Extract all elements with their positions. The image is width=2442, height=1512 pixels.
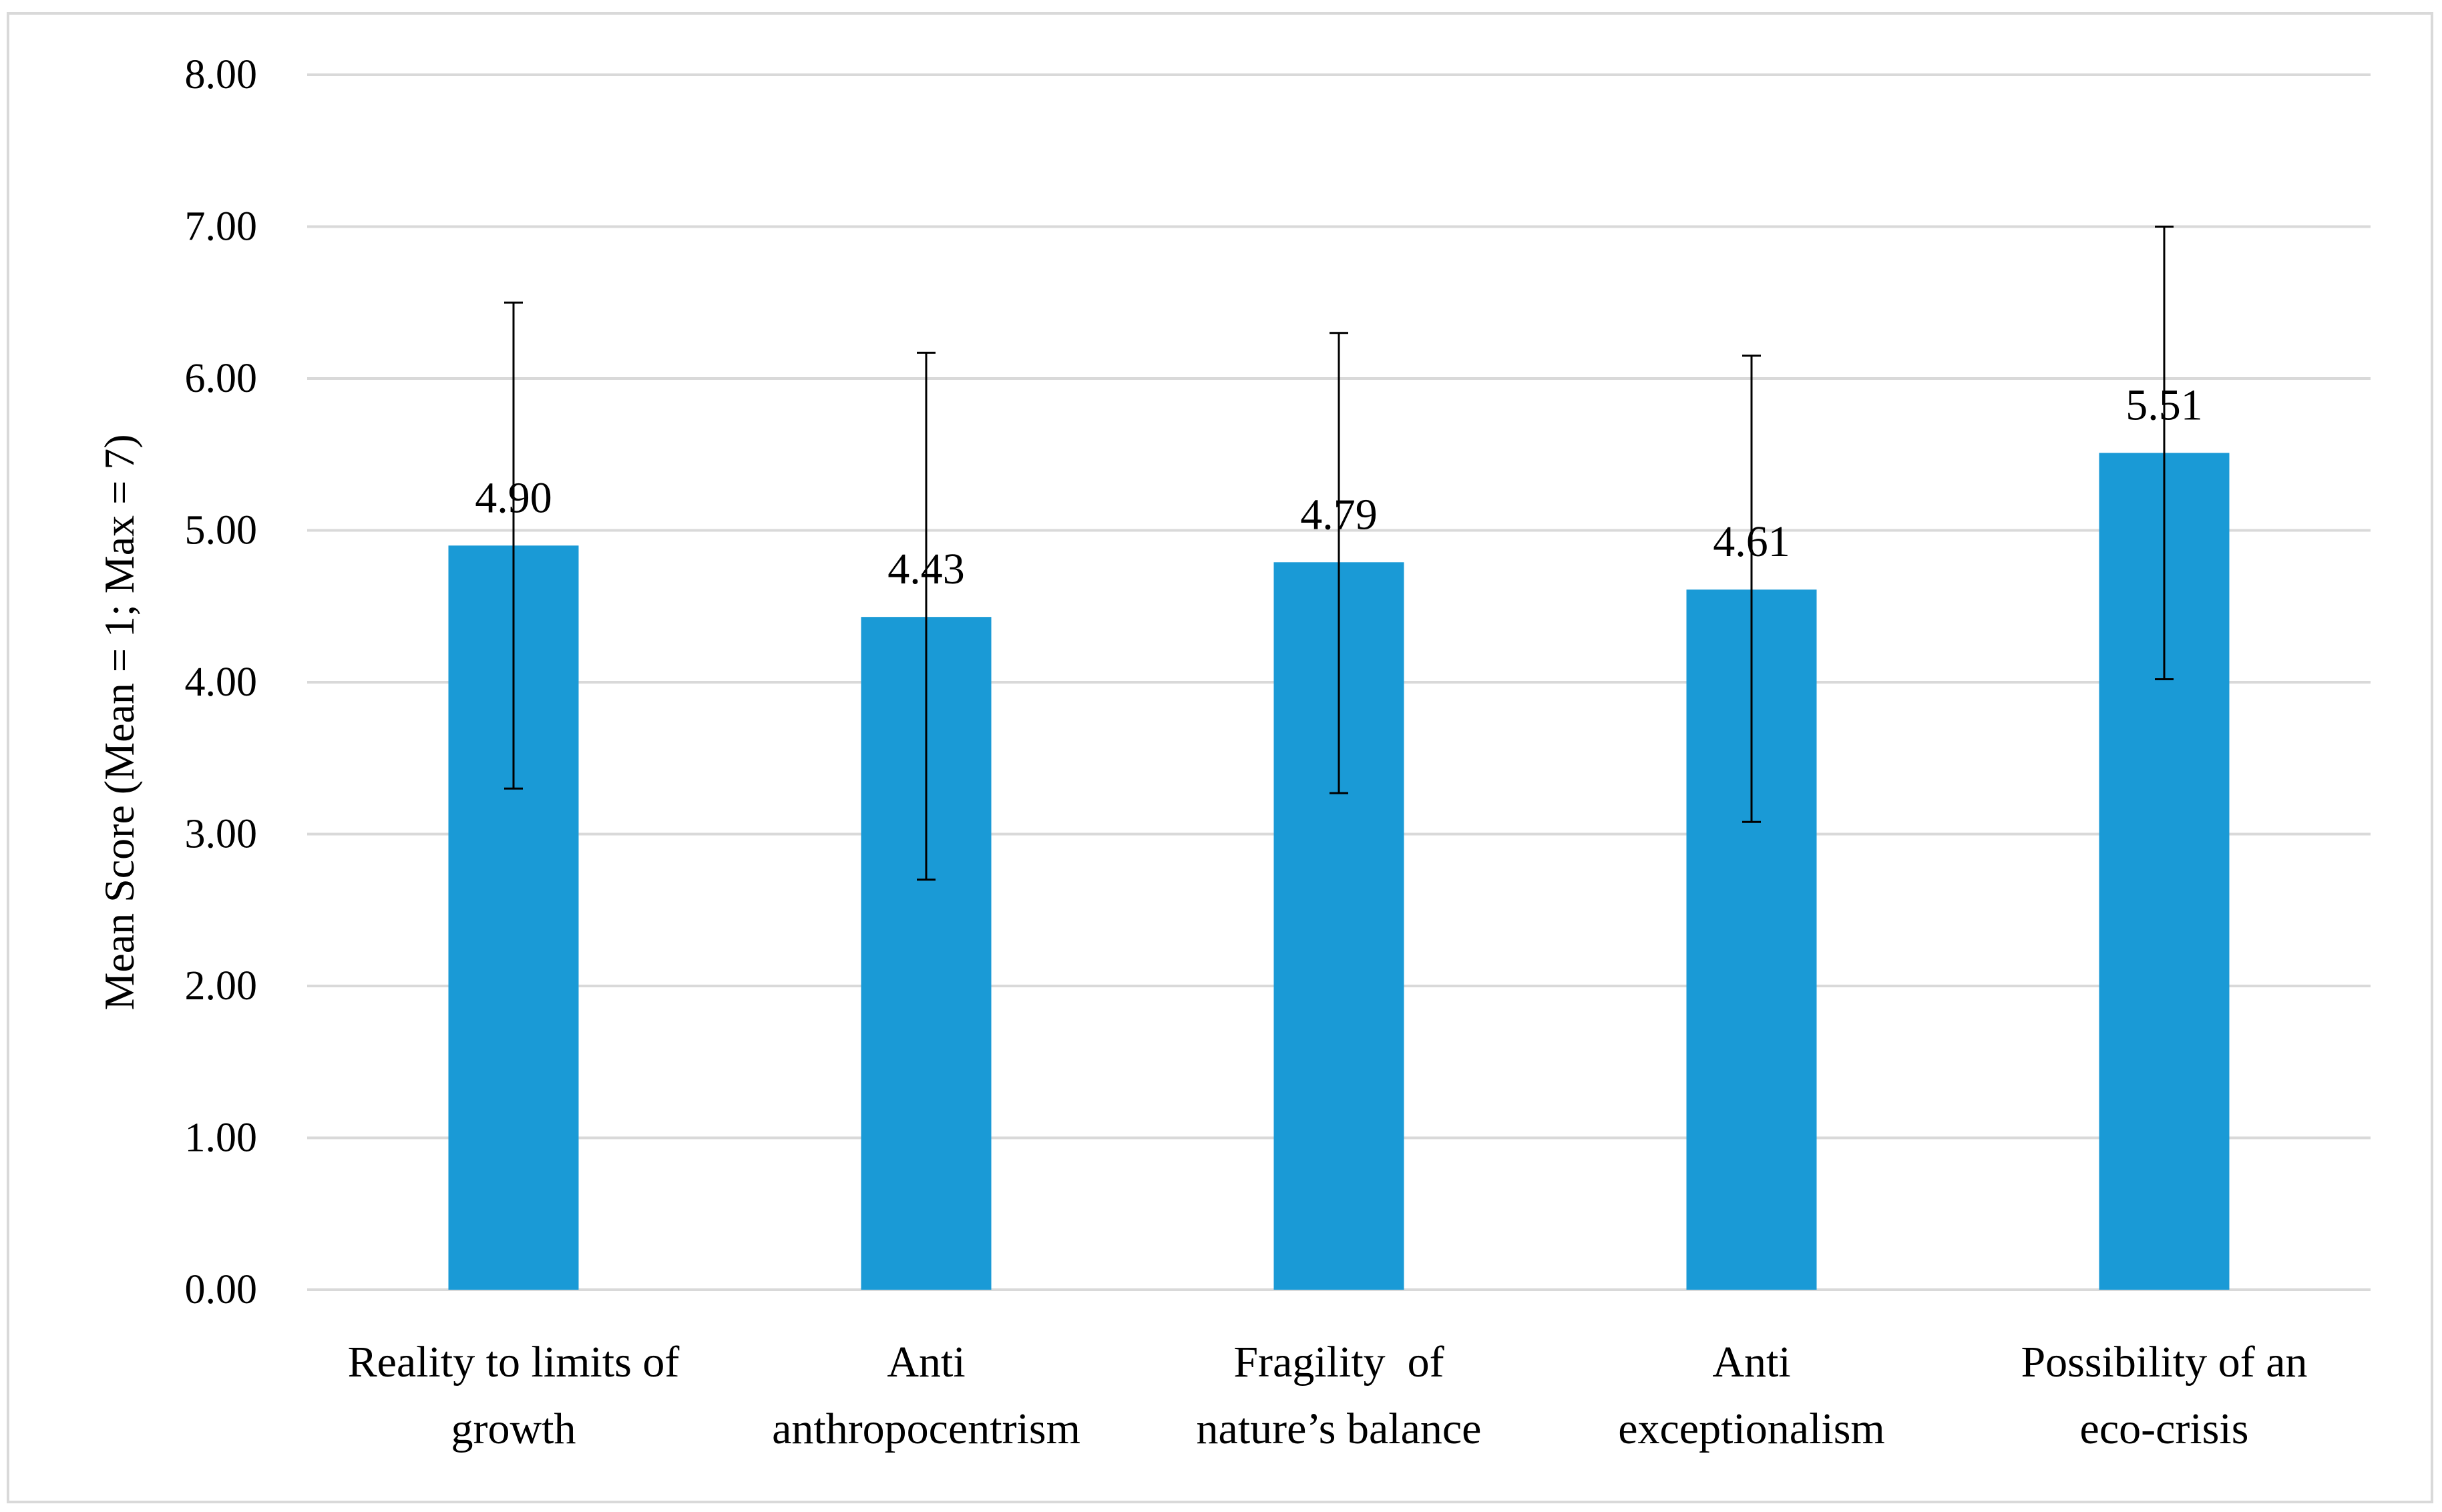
data-labels: 4.90 4.43 4.79 4.61 5.51 (475, 381, 2203, 593)
y-tick-label: 2.00 (185, 963, 258, 1009)
y-tick-label: 1.00 (185, 1115, 258, 1161)
data-label: 4.79 (1300, 490, 1378, 539)
category-label: Possibility of an (2021, 1338, 2307, 1387)
y-tick-label: 0.00 (185, 1267, 258, 1312)
y-tick-labels: 0.00 1.00 2.00 3.00 4.00 5.00 6.00 7.00 8.00 (185, 52, 258, 1312)
category-label: anthropocentrism (772, 1405, 1080, 1453)
data-label: 5.51 (2125, 381, 2203, 429)
error-bars (504, 226, 2174, 881)
data-label: 4.90 (475, 473, 552, 522)
y-tick-label: 8.00 (185, 52, 258, 97)
chart-frame (7, 12, 2433, 1503)
y-tick-label: 6.00 (185, 356, 258, 401)
category-label: eco-crisis (2080, 1405, 2249, 1453)
y-tick-label: 4.00 (185, 660, 258, 705)
data-label: 4.43 (887, 545, 965, 593)
category-label: Anti (1712, 1338, 1790, 1387)
category-label: growth (451, 1405, 576, 1453)
y-axis-title: Mean Score (Mean = 1; Max = 7) (95, 434, 143, 1010)
y-tick-label: 7.00 (185, 204, 258, 250)
y-tick-label: 5.00 (185, 508, 258, 553)
category-label: Reality to limits of (348, 1338, 680, 1387)
category-labels: Reality to limits of growth Anti anthropoce… (348, 1338, 2308, 1453)
category-label: nature’s balance (1197, 1405, 1482, 1453)
category-label: Anti (887, 1338, 965, 1387)
category-label: exceptionalism (1618, 1405, 1885, 1453)
y-tick-label: 3.00 (185, 812, 258, 857)
category-label: Fragility of (1233, 1338, 1444, 1387)
data-label: 4.61 (1713, 517, 1790, 566)
